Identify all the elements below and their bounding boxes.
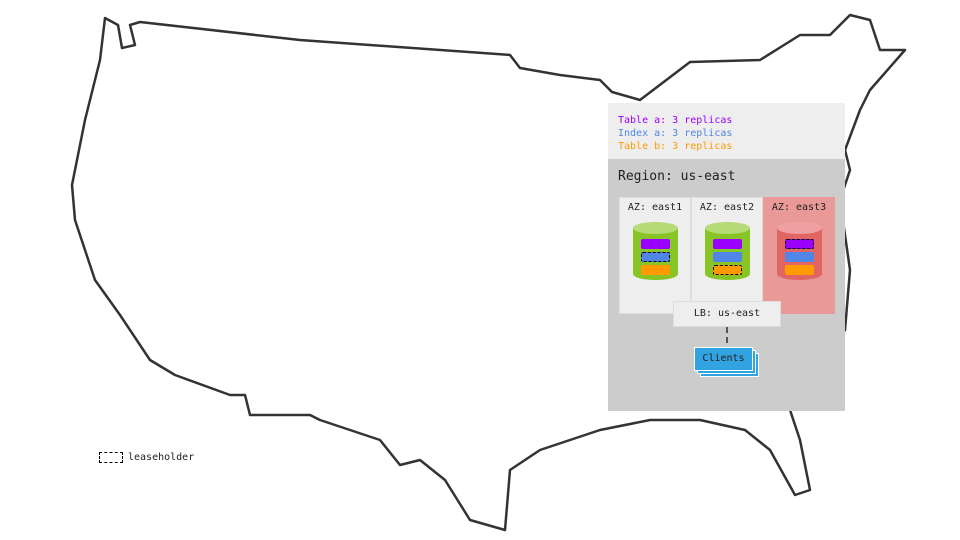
- load-balancer: LB: us-east: [673, 301, 781, 327]
- legend-table-b: Table b: 3 replicas: [618, 141, 733, 152]
- replica-index-a-leaseholder: [641, 252, 670, 262]
- replica-index-a: [785, 252, 814, 262]
- node-cylinder: [633, 222, 678, 286]
- region-panel: Table a: 3 replicas Index a: 3 replicas …: [608, 103, 845, 411]
- replica-table-a: [641, 239, 670, 249]
- legend-index-a: Index a: 3 replicas: [618, 128, 733, 139]
- clients-stack: Clients: [694, 347, 760, 379]
- leaseholder-label: leaseholder: [128, 452, 195, 463]
- replica-table-b-leaseholder: [713, 265, 742, 275]
- zone-label: AZ: east1: [627, 202, 683, 213]
- leaseholder-key: leaseholder: [99, 452, 194, 463]
- replica-table-b: [785, 265, 814, 275]
- node-cylinder-failed: [777, 222, 822, 286]
- clients-label: Clients: [694, 347, 753, 371]
- replica-table-b: [641, 265, 670, 275]
- legend-table-a: Table a: 3 replicas: [618, 115, 733, 126]
- node-cylinder: [705, 222, 750, 286]
- zone-label: AZ: east3: [771, 202, 827, 213]
- zone-east3: AZ: east3: [763, 197, 835, 314]
- region-label: Region: us-east: [618, 169, 736, 184]
- replica-index-a: [713, 252, 742, 262]
- replica-table-a: [713, 239, 742, 249]
- lb-client-line: [726, 327, 728, 347]
- zone-label: AZ: east2: [699, 202, 755, 213]
- replica-table-a-leaseholder: [785, 239, 814, 249]
- dashed-box-icon: [99, 452, 123, 463]
- replica-legend: Table a: 3 replicas Index a: 3 replicas …: [608, 103, 845, 159]
- zone-east1: AZ: east1: [619, 197, 691, 314]
